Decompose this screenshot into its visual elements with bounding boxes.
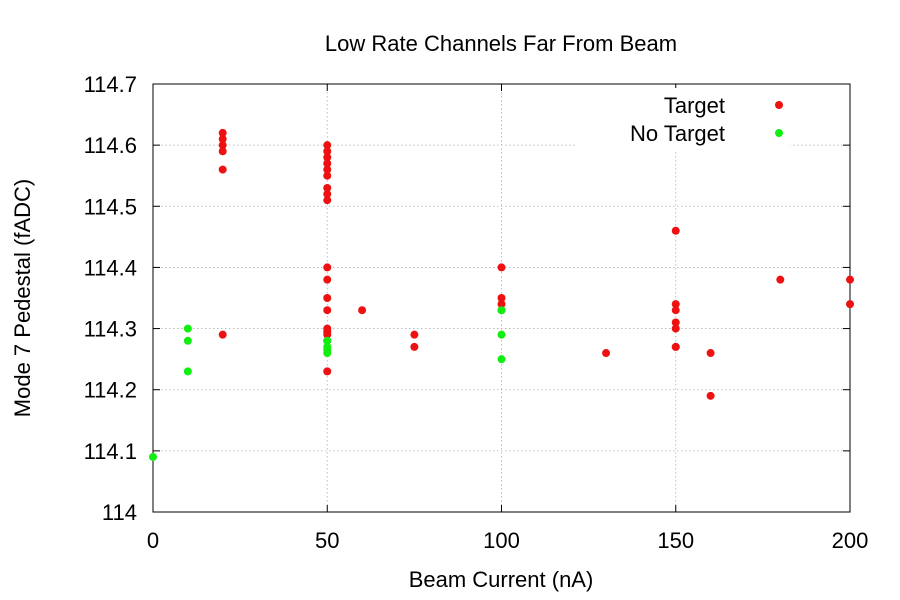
data-point: [218, 128, 227, 137]
data-point: [183, 367, 192, 376]
data-point: [671, 226, 680, 235]
data-point: [218, 165, 227, 174]
data-point: [218, 141, 227, 150]
x-tick-label: 100: [483, 528, 520, 553]
data-point: [323, 330, 332, 339]
legend-label-target: Target: [664, 93, 725, 118]
data-point: [323, 190, 332, 199]
y-tick-labels: 114 114.1 114.2 114.3 114.4 114.5 114.6 114.7: [84, 72, 137, 525]
x-tick-label: 200: [832, 528, 869, 553]
data-point: [183, 324, 192, 333]
data-point: [323, 263, 332, 272]
data-point: [323, 349, 332, 358]
data-point: [323, 275, 332, 284]
legend-marker-target: [775, 101, 783, 109]
data-point: [323, 159, 332, 168]
data-point: [323, 171, 332, 180]
data-point: [218, 330, 227, 339]
plot-frame: [152, 83, 851, 513]
data-point: [706, 349, 715, 358]
data-point: [323, 336, 332, 345]
data-point: [323, 196, 332, 205]
data-point: [323, 306, 332, 315]
x-tick-label: 150: [657, 528, 694, 553]
data-point: [410, 342, 419, 351]
y-tick-label: 114.3: [84, 317, 137, 342]
data-point: [776, 275, 785, 284]
data-point: [671, 324, 680, 333]
data-point: [218, 147, 227, 156]
data-point: [671, 342, 680, 351]
y-axis-label: Mode 7 Pedestal (fADC): [10, 179, 35, 417]
legend: Target No Target: [575, 88, 790, 150]
y-tick-label: 114.1: [84, 439, 137, 464]
series-no-target: [149, 306, 506, 461]
data-point: [183, 336, 192, 345]
x-axis-label: Beam Current (nA): [409, 567, 594, 592]
data-point: [323, 183, 332, 192]
x-tick-label: 0: [147, 528, 159, 553]
legend-marker-no-target: [775, 129, 783, 137]
y-tick-label: 114: [102, 500, 137, 525]
data-point: [497, 330, 506, 339]
data-point: [671, 306, 680, 315]
y-tick-label: 114.4: [84, 255, 137, 280]
legend-label-no-target: No Target: [630, 121, 725, 146]
data-point: [323, 141, 332, 150]
series-target: [218, 128, 854, 400]
data-point: [410, 330, 419, 339]
data-point: [846, 275, 854, 284]
y-tick-label: 114.6: [84, 133, 137, 158]
x-tick-labels: 0 50 100 150 200: [147, 528, 868, 553]
data-point: [218, 135, 227, 144]
data-point: [358, 306, 367, 315]
chart-title: Low Rate Channels Far From Beam: [325, 31, 677, 56]
x-tick-label: 50: [315, 528, 339, 553]
y-tick-label: 114.2: [84, 378, 137, 403]
legend-background: [575, 88, 790, 150]
data-point: [323, 294, 332, 302]
data-point: [149, 452, 157, 461]
data-point: [497, 355, 506, 364]
data-point: [706, 391, 715, 400]
data-point: [323, 367, 332, 376]
y-tick-label: 114.7: [84, 72, 137, 97]
data-point: [497, 294, 506, 302]
data-points: [149, 128, 854, 461]
data-point: [671, 300, 680, 309]
data-point: [497, 263, 506, 272]
data-point: [323, 165, 332, 174]
y-tick-label: 114.5: [84, 194, 137, 219]
data-point: [323, 147, 332, 156]
data-point: [671, 318, 680, 327]
data-point: [846, 300, 854, 309]
data-point: [497, 306, 506, 315]
data-point: [497, 300, 506, 309]
data-point: [602, 349, 611, 358]
data-point: [323, 153, 332, 162]
